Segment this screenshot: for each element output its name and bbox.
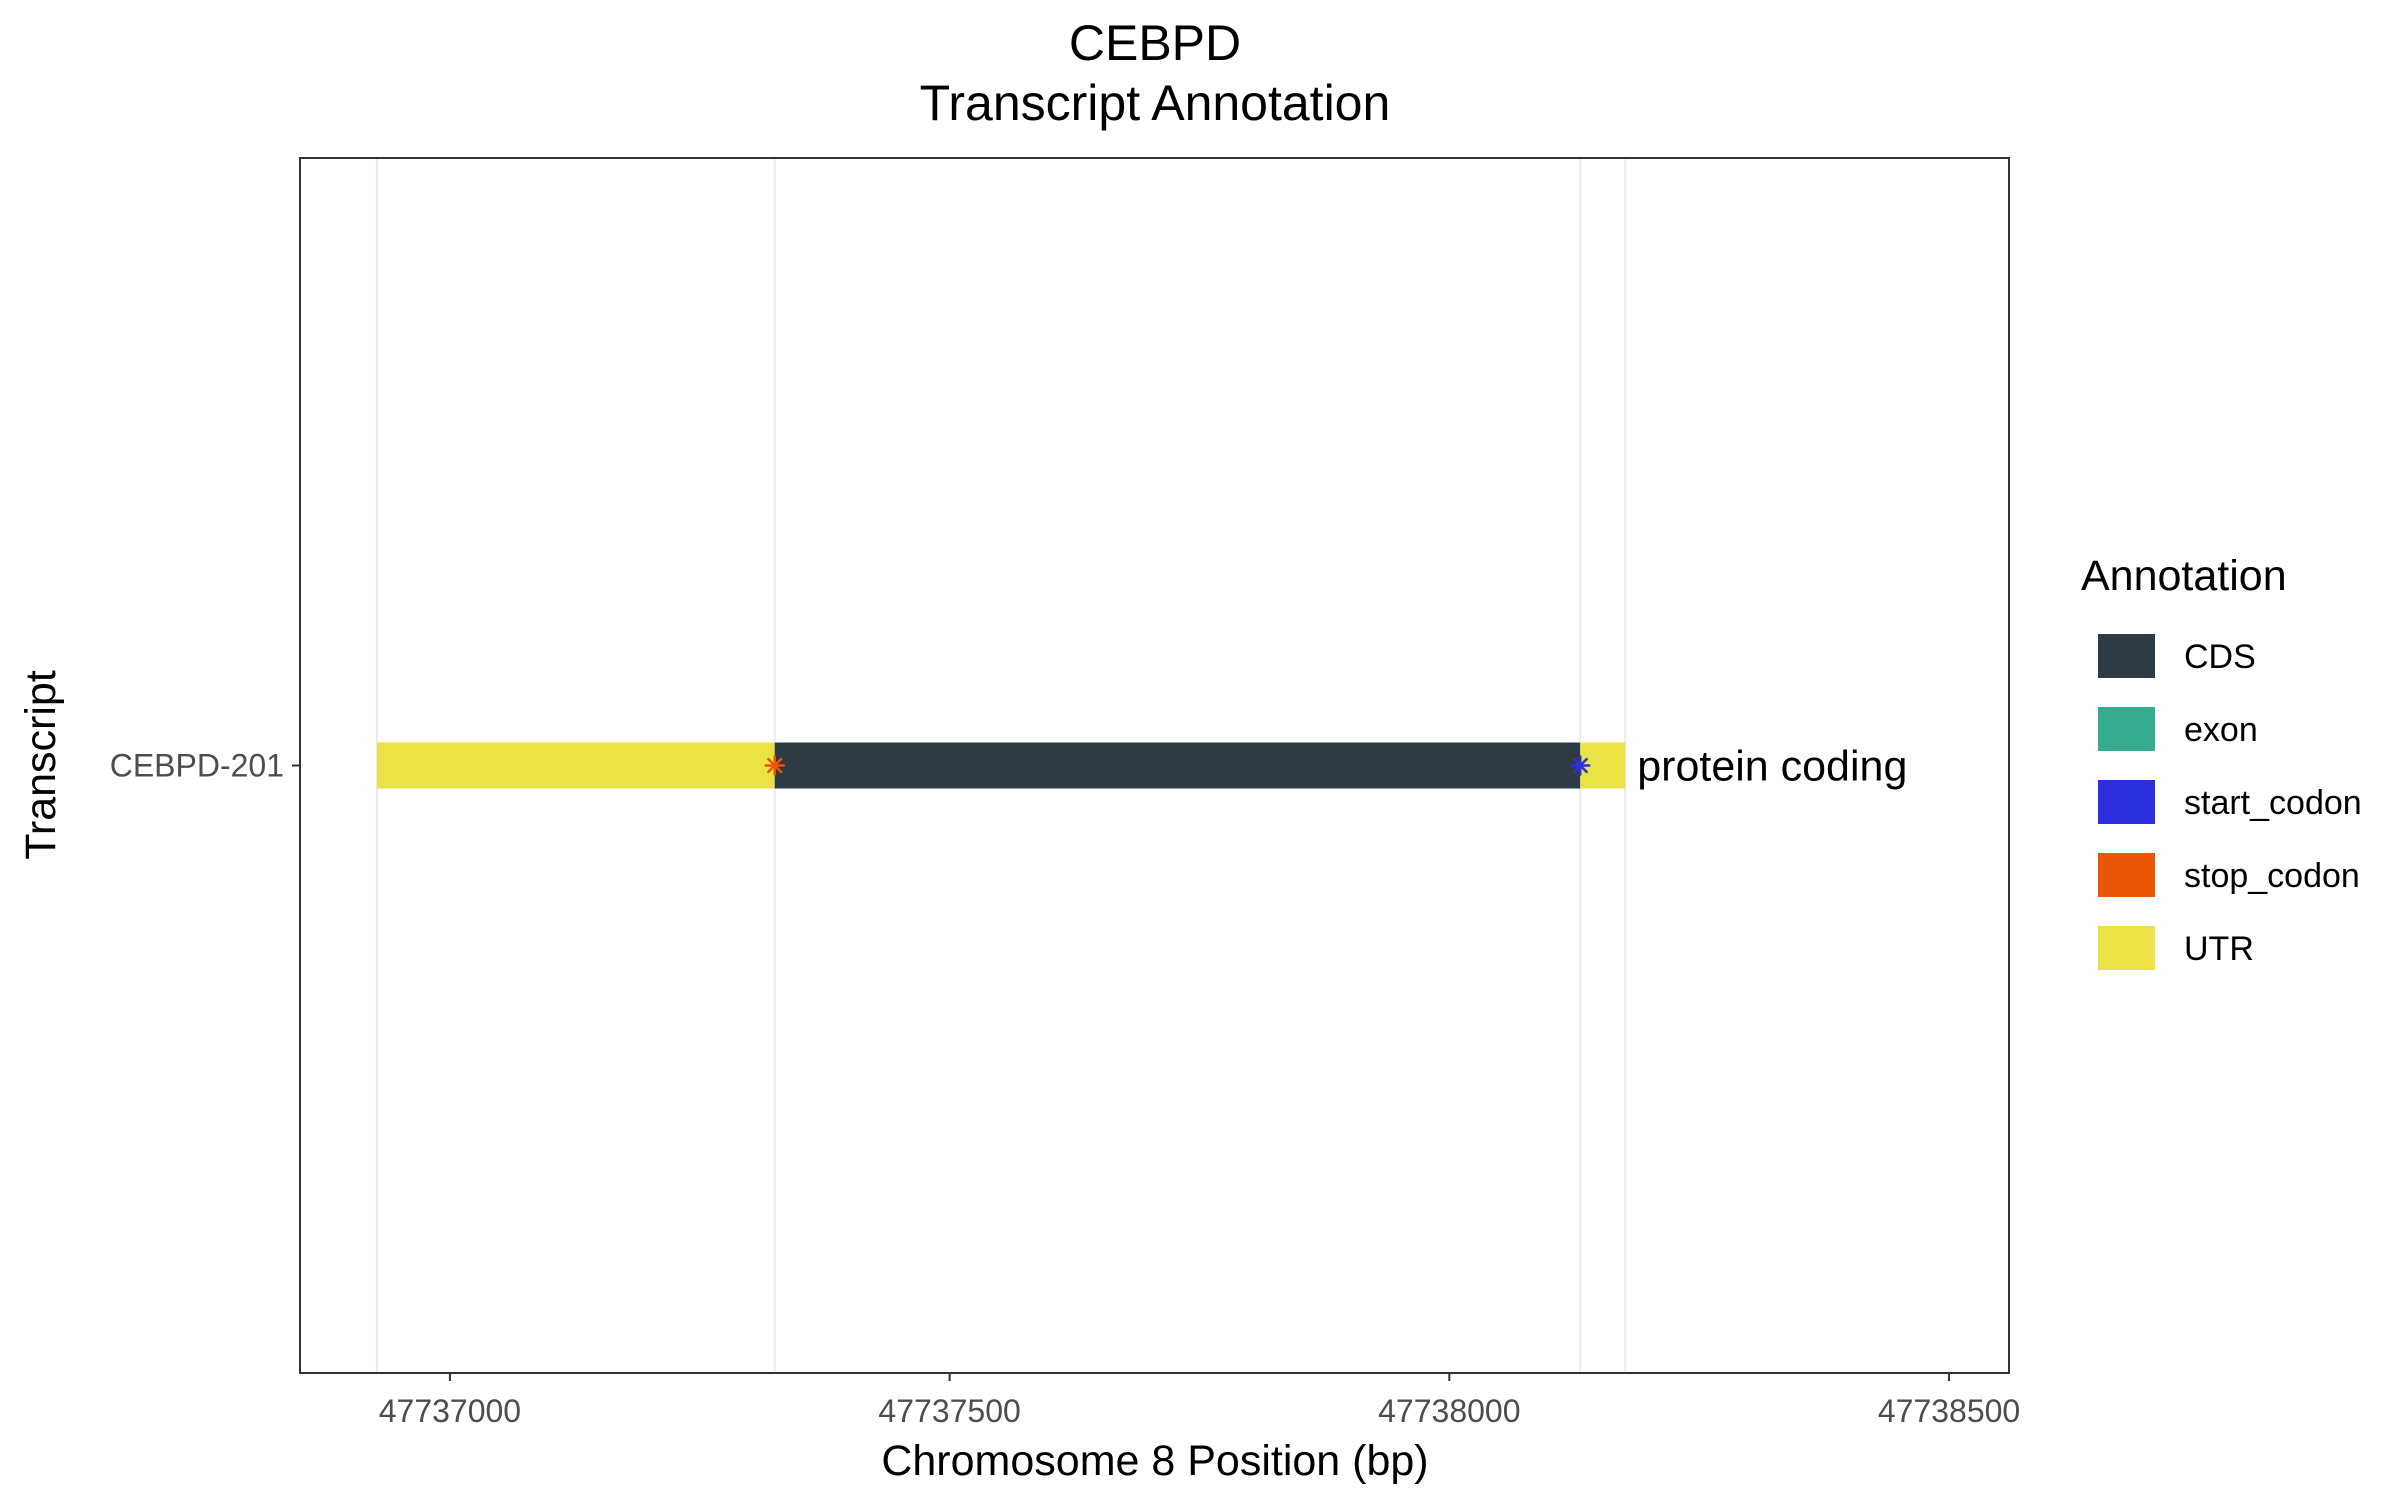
x-axis-ticks: 47737000 47737500 47738000 47738500 (379, 1373, 2020, 1429)
feature-bar-cds (774, 742, 1581, 789)
feature-bars (376, 742, 1626, 789)
y-axis-label: Transcript (17, 670, 65, 860)
feature-bar-utr (376, 742, 775, 789)
x-tick-label: 47738000 (1378, 1393, 1520, 1429)
legend-swatch-exon (2098, 707, 2155, 751)
legend-label: start_codon (2184, 784, 2362, 822)
legend-label: UTR (2184, 930, 2254, 968)
x-tick-label: 47737000 (379, 1393, 521, 1429)
chart-subtitle: Transcript Annotation (920, 75, 1391, 131)
x-tick-label: 47737500 (878, 1393, 1020, 1429)
legend-label: exon (2184, 711, 2258, 749)
codon-markers (764, 755, 1591, 776)
start-codon-marker (1570, 755, 1591, 776)
chart-title: CEBPD (1069, 15, 1241, 71)
legend: Annotation CDS exon start_codon stop_codon U… (2081, 552, 2362, 970)
x-tick-label: 47738500 (1878, 1393, 2020, 1429)
legend-label: CDS (2184, 638, 2256, 676)
transcript-annotations: protein coding (1637, 743, 1907, 791)
marker-stroke (767, 757, 783, 774)
legend-swatch-stop-codon (2098, 853, 2155, 897)
legend-label: stop_codon (2184, 857, 2360, 895)
legend-swatch-CDS (2098, 634, 2155, 678)
transcript-biotype-label: protein coding (1637, 743, 1907, 791)
legend-swatch-start-codon (2098, 780, 2155, 824)
stop-codon-marker (764, 755, 785, 776)
legend-title: Annotation (2081, 552, 2287, 600)
x-axis-label: Chromosome 8 Position (bp) (881, 1437, 1428, 1485)
y-axis-ticks: CEBPD-201 (110, 748, 300, 784)
y-tick-label: CEBPD-201 (110, 748, 284, 784)
legend-swatch-UTR (2098, 926, 2155, 970)
marker-stroke (1572, 757, 1588, 774)
